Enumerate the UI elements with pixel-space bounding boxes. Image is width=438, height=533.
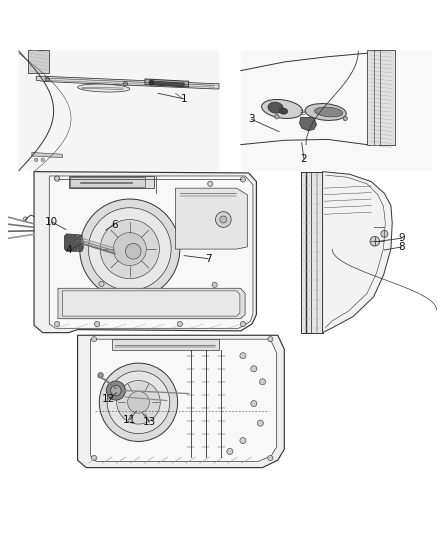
Ellipse shape [261, 100, 303, 118]
Circle shape [99, 281, 104, 287]
Circle shape [41, 158, 45, 161]
Circle shape [251, 400, 257, 407]
Circle shape [257, 420, 263, 426]
Polygon shape [69, 176, 154, 188]
Circle shape [45, 77, 49, 82]
Polygon shape [32, 152, 62, 158]
Polygon shape [19, 51, 219, 171]
Polygon shape [62, 291, 240, 316]
Polygon shape [36, 76, 219, 89]
Polygon shape [322, 172, 392, 333]
Circle shape [227, 448, 233, 455]
Polygon shape [91, 339, 276, 462]
Text: 8: 8 [399, 242, 405, 252]
Circle shape [259, 379, 265, 385]
Polygon shape [58, 288, 245, 319]
Circle shape [76, 239, 79, 241]
Text: 12: 12 [101, 394, 115, 404]
Polygon shape [64, 234, 83, 251]
Circle shape [149, 80, 154, 85]
Polygon shape [300, 117, 317, 131]
Circle shape [240, 321, 246, 327]
Circle shape [177, 321, 183, 327]
Text: 4: 4 [66, 245, 72, 255]
Text: 11: 11 [123, 415, 136, 425]
Circle shape [54, 321, 60, 327]
Circle shape [76, 235, 79, 237]
Circle shape [24, 217, 27, 220]
Text: 3: 3 [248, 115, 255, 124]
Circle shape [111, 385, 121, 396]
Circle shape [381, 230, 388, 237]
Circle shape [76, 249, 79, 251]
Ellipse shape [305, 103, 346, 120]
Circle shape [240, 353, 246, 359]
Circle shape [117, 381, 160, 424]
Circle shape [106, 381, 125, 400]
Circle shape [208, 181, 213, 187]
Circle shape [98, 373, 103, 378]
Circle shape [92, 455, 97, 461]
Text: 9: 9 [399, 233, 405, 243]
Polygon shape [113, 339, 219, 350]
Circle shape [268, 455, 273, 461]
Polygon shape [28, 50, 49, 73]
Circle shape [99, 363, 178, 441]
Circle shape [95, 321, 100, 327]
Circle shape [220, 216, 227, 223]
Polygon shape [49, 176, 253, 328]
Text: 13: 13 [143, 417, 156, 427]
Circle shape [275, 115, 279, 119]
Polygon shape [367, 50, 395, 144]
Polygon shape [78, 335, 284, 467]
Circle shape [125, 244, 141, 259]
Text: 1: 1 [181, 94, 187, 104]
Polygon shape [176, 188, 247, 249]
Circle shape [113, 232, 146, 265]
Circle shape [240, 177, 246, 182]
Circle shape [54, 176, 60, 181]
Circle shape [127, 391, 149, 413]
Text: 6: 6 [111, 220, 118, 230]
Circle shape [268, 336, 273, 342]
Polygon shape [241, 51, 432, 171]
Circle shape [123, 82, 127, 86]
Ellipse shape [279, 108, 288, 114]
Circle shape [76, 244, 79, 247]
Ellipse shape [314, 107, 343, 117]
Polygon shape [145, 79, 188, 87]
Circle shape [92, 336, 97, 342]
Circle shape [251, 366, 257, 372]
Text: 10: 10 [45, 217, 58, 227]
Ellipse shape [268, 102, 283, 113]
Circle shape [88, 208, 171, 290]
Text: 2: 2 [300, 154, 307, 164]
Circle shape [107, 371, 170, 434]
Circle shape [370, 237, 380, 246]
Polygon shape [70, 177, 145, 187]
Circle shape [100, 220, 159, 279]
Circle shape [80, 199, 180, 299]
Ellipse shape [78, 84, 130, 92]
Circle shape [343, 116, 347, 120]
Circle shape [240, 438, 246, 443]
Polygon shape [301, 172, 322, 333]
Circle shape [215, 212, 231, 228]
Circle shape [212, 282, 217, 287]
Circle shape [35, 158, 38, 161]
Text: 7: 7 [205, 254, 212, 264]
Polygon shape [154, 81, 184, 86]
Polygon shape [34, 172, 256, 333]
